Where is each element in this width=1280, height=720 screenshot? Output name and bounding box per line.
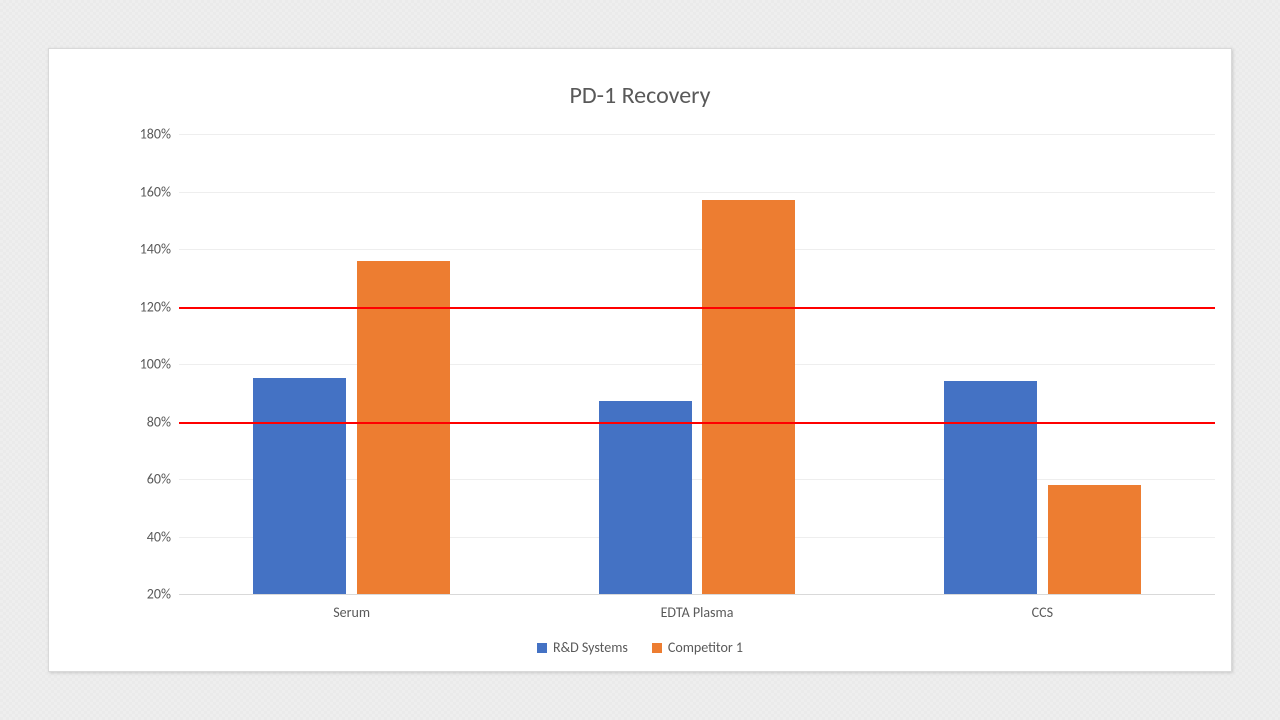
legend-swatch [652,643,662,653]
y-tick-label: 180% [140,126,179,143]
legend-label: R&D Systems [553,639,628,656]
bar [357,261,450,595]
gridline [179,364,1215,365]
legend-swatch [537,643,547,653]
y-tick-label: 40% [147,528,179,545]
bar [1048,485,1141,594]
y-tick-label: 120% [140,298,179,315]
legend-label: Competitor 1 [668,639,743,656]
x-tick-label: Serum [333,594,370,621]
bar [599,401,692,594]
x-tick-label: EDTA Plasma [661,594,734,621]
y-tick-label: 140% [140,241,179,258]
chart-card: PD-1 Recovery 20%40%60%80%100%120%140%16… [48,48,1232,672]
gridline [179,134,1215,135]
gridline [179,249,1215,250]
legend-item: Competitor 1 [652,639,743,656]
reference-line [179,307,1215,309]
legend: R&D Systems Competitor 1 [49,639,1231,656]
y-tick-label: 160% [140,183,179,200]
y-tick-label: 80% [147,413,179,430]
gridline [179,192,1215,193]
y-tick-label: 20% [147,586,179,603]
x-tick-label: CCS [1032,594,1053,621]
bar [944,381,1037,594]
bar [253,378,346,594]
y-tick-label: 60% [147,471,179,488]
reference-line [179,422,1215,424]
y-tick-label: 100% [140,356,179,373]
bar [702,200,795,594]
chart-title: PD-1 Recovery [49,81,1231,110]
plot-area: 20%40%60%80%100%120%140%160%180%SerumEDT… [179,134,1215,594]
legend-item: R&D Systems [537,639,628,656]
